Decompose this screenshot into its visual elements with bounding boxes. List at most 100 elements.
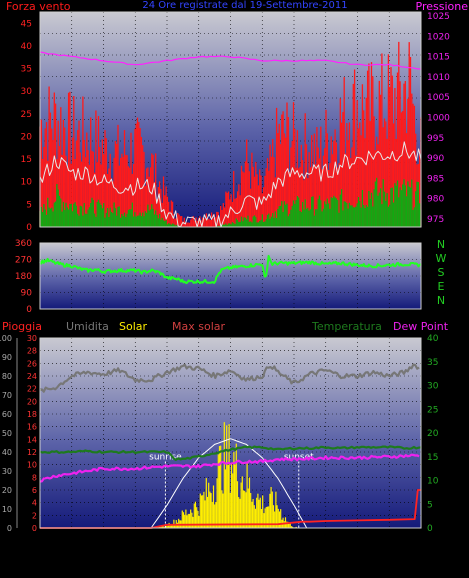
temperature-y-tick: 30 [427, 382, 439, 392]
pressure-y-tick: 1000 [427, 113, 450, 123]
humidity-y-tick: 30 [2, 467, 12, 476]
legend-humidity: Umidita [66, 320, 109, 333]
humidity-y-tick: 20 [2, 486, 12, 495]
pressure-y-tick: 1020 [427, 32, 450, 42]
legend-solar: Solar [119, 320, 148, 333]
wind-plot-x-tick: 22 [384, 232, 395, 242]
compass-label: N [437, 294, 445, 307]
humidity-y-tick: 100 [0, 334, 12, 343]
rain-y-tick: 22 [27, 385, 37, 394]
direction-plot-x-tick: 04 [98, 314, 110, 324]
direction-y-tick: 270 [15, 256, 32, 266]
temperature-y-tick: 25 [427, 405, 438, 415]
temperature-y-tick: 10 [427, 477, 439, 487]
pressure-line [39, 51, 422, 70]
rain-y-tick: 14 [27, 435, 37, 444]
wind-plot-x-tick: 12 [225, 232, 236, 242]
pressure-y-tick: 975 [427, 215, 444, 225]
wind-y-tick: 10 [21, 178, 33, 188]
combo-plot-x-tick: 04 [98, 533, 110, 543]
pressure-y-tick: 1015 [427, 53, 450, 63]
direction-plot-x-tick: 06 [130, 314, 142, 324]
rain-y-tick: 20 [27, 397, 37, 406]
rain-y-tick: 6 [32, 486, 37, 495]
pressure-y-tick: 985 [427, 174, 444, 184]
combo-plot-x-tick: sunrise [151, 533, 184, 543]
pressure-y-tick: 980 [427, 195, 444, 205]
humidity-y-tick: 60 [2, 410, 12, 419]
wind-y-tick: 40 [21, 42, 33, 52]
temperature-line [39, 445, 422, 461]
humidity-y-tick: 10 [2, 505, 12, 514]
combo-plot-x-tick: 00 [415, 533, 427, 543]
humidity-y-tick: 80 [2, 372, 12, 381]
pressure-y-tick: 1005 [427, 93, 450, 103]
rain-y-tick: 28 [27, 347, 37, 356]
wind-plot-frame [39, 11, 422, 228]
wind-plot-x-tick: 14 [257, 232, 269, 242]
rain-y-tick: 0 [32, 524, 37, 533]
combo-plot-x-tick: 06 [130, 533, 142, 543]
chart-title: 24 Ore registrate dal 19-Settembre-2011 [142, 0, 347, 11]
wind-y-tick: 35 [21, 65, 32, 75]
rain-y-tick: 2 [32, 511, 37, 520]
direction-plot-x-tick: 18 [320, 314, 332, 324]
rain-y-tick: 16 [27, 423, 37, 432]
combo-plot-x-tick: 16 [288, 533, 300, 543]
wind-plot-x-tick: 04 [98, 232, 110, 242]
wind-plot-x-tick: 18 [320, 232, 332, 242]
pressure-y-tick: 1025 [427, 12, 450, 22]
rain-y-tick: 12 [27, 448, 37, 457]
humidity-y-tick: 0 [7, 524, 12, 533]
pressure-y-tick: 990 [427, 154, 444, 164]
sunrise-label: sunrise [149, 453, 182, 463]
temperature-y-tick: 5 [427, 500, 433, 510]
rain-y-tick: 8 [32, 473, 37, 482]
weather-graphs-svg: 0510152025303540459759809859909951000100… [0, 0, 469, 543]
wind-plot-x-tick: 02 [66, 232, 77, 242]
humidity-y-tick: 90 [2, 353, 12, 362]
direction-plot-x-tick: 14 [257, 314, 269, 324]
wind-y-tick: 15 [21, 155, 32, 165]
direction-plot-x-tick: 08 [161, 314, 173, 324]
wind-y-tick: 0 [26, 223, 32, 233]
combo-plot-frame [39, 337, 422, 529]
rain-y-tick: 18 [27, 410, 37, 419]
humidity-y-tick: 50 [2, 429, 12, 438]
rain-y-tick: 26 [27, 359, 37, 368]
direction-y-tick: 90 [21, 289, 33, 299]
pressure-axis-label: Pressione [416, 0, 469, 13]
direction-plot-x-tick: 20 [352, 314, 364, 324]
compass-label: E [438, 280, 445, 293]
legend-rain: Pioggia [2, 320, 42, 333]
wind-plot-x-tick: 10 [193, 232, 205, 242]
compass-label: N [437, 238, 445, 251]
wind-y-tick: 30 [21, 87, 33, 97]
wind-min-series [39, 177, 422, 227]
wind-plot-x-tick: 20 [352, 232, 364, 242]
wind-plot-x-tick: 08 [161, 232, 173, 242]
combo-plot-x-tick: 18 [320, 533, 332, 543]
legend-temperature: Temperatura [311, 320, 382, 333]
wind-y-tick: 5 [26, 200, 32, 210]
temperature-y-tick: 0 [427, 524, 433, 534]
direction-plot-frame [39, 242, 422, 310]
direction-y-tick: 0 [26, 305, 32, 315]
combo-plot-x-tick: 12 [225, 533, 236, 543]
humidity-y-tick: 40 [2, 448, 12, 457]
max-solar-line [150, 438, 308, 529]
combo-plot-x-tick: 10 [193, 533, 205, 543]
direction-y-tick: 360 [15, 239, 32, 249]
temperature-y-tick: 40 [427, 334, 439, 344]
humidity-line [39, 363, 420, 393]
wind-y-tick: 25 [21, 110, 32, 120]
rain-y-tick: 4 [32, 499, 37, 508]
wind-axis-label: Forza vento [6, 0, 71, 13]
temperature-y-tick: 15 [427, 453, 438, 463]
rain-y-tick: 24 [27, 372, 37, 381]
temperature-y-tick: 35 [427, 358, 438, 368]
direction-plot-x-tick: 22 [384, 314, 395, 324]
wind-plot-x-tick: 00 [415, 232, 427, 242]
combo-plot-x-tick: 22 [384, 533, 395, 543]
wind-average-line [39, 141, 422, 228]
